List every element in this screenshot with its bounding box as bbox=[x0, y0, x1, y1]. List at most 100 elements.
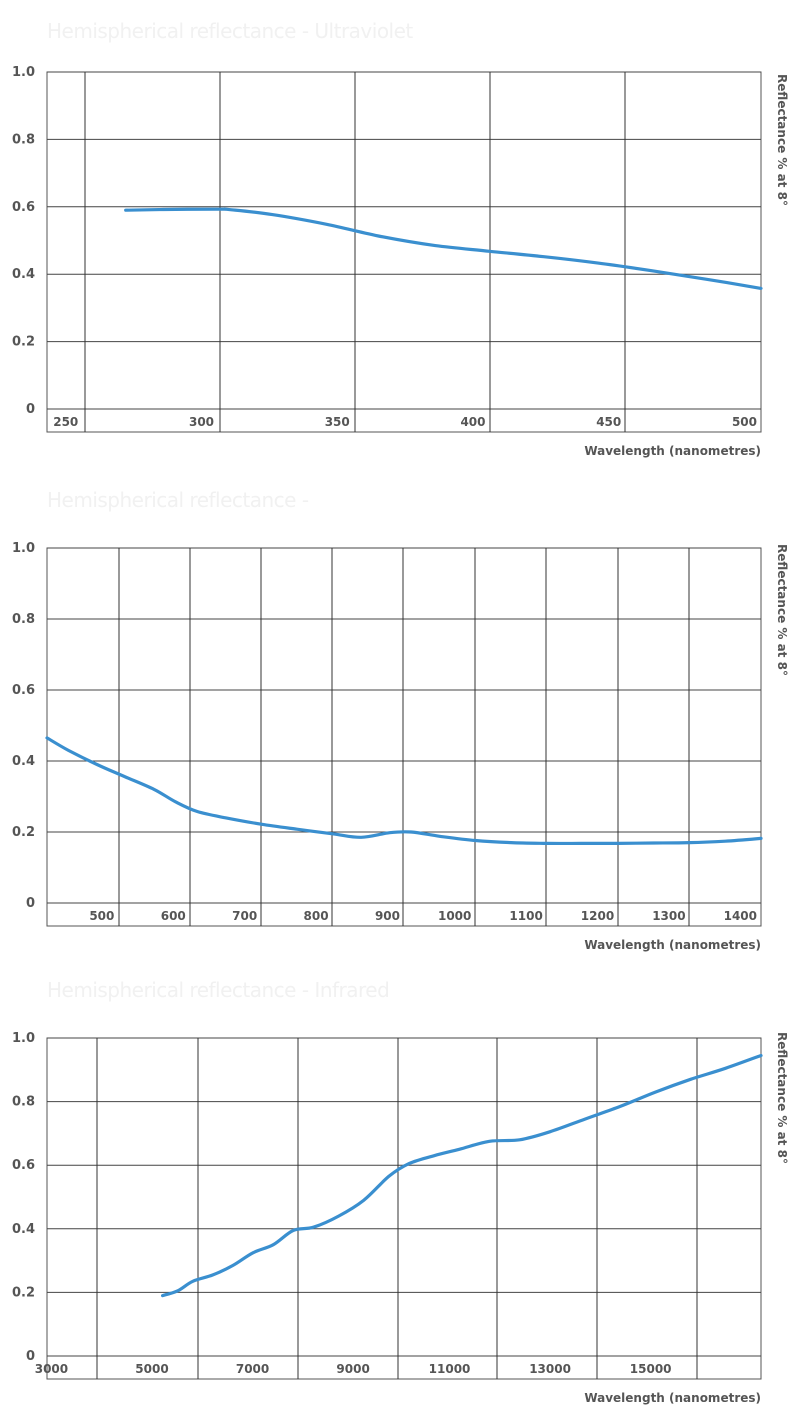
data-point bbox=[337, 1215, 340, 1218]
data-point bbox=[689, 1078, 692, 1081]
x-tick-label: 9000 bbox=[336, 1362, 369, 1376]
plot-frame bbox=[46, 71, 762, 433]
data-point bbox=[434, 244, 437, 247]
data-point bbox=[724, 1067, 727, 1070]
x-tick-label: 7000 bbox=[236, 1362, 269, 1376]
x-axis-label: Wavelength (nanometres) bbox=[584, 444, 761, 458]
x-tick-label: 400 bbox=[460, 415, 485, 429]
data-point bbox=[195, 810, 198, 813]
data-point bbox=[325, 223, 328, 226]
data-point bbox=[292, 1229, 295, 1232]
reflectance-series-line bbox=[45, 736, 763, 846]
data-point bbox=[387, 1175, 390, 1178]
x-tick-label: 13000 bbox=[529, 1362, 571, 1376]
x-tick-label: 350 bbox=[325, 415, 350, 429]
data-point bbox=[654, 1091, 657, 1094]
x-tick-label: 450 bbox=[596, 415, 621, 429]
y-tick-label: 0.8 bbox=[12, 1095, 35, 1110]
data-point bbox=[271, 213, 274, 216]
data-point bbox=[312, 1226, 315, 1229]
data-point bbox=[45, 736, 48, 739]
chart-title: Hemispherical reflectance - Infrared bbox=[47, 978, 389, 1002]
data-point bbox=[545, 842, 548, 845]
data-point bbox=[295, 828, 298, 831]
plot-frame bbox=[46, 547, 762, 927]
chart-title: Hemispherical reflectance - Ultraviolet bbox=[47, 19, 413, 43]
y-tick-label: 0 bbox=[26, 402, 35, 417]
data-point bbox=[652, 841, 655, 844]
y-tick-label: 0.2 bbox=[12, 825, 35, 840]
data-point bbox=[759, 1054, 762, 1057]
data-point bbox=[488, 250, 491, 253]
x-tick-label: 1400 bbox=[724, 909, 757, 923]
data-point bbox=[438, 835, 441, 838]
y-tick-label: 0.2 bbox=[12, 1285, 35, 1300]
data-point bbox=[272, 1243, 275, 1246]
y-tick-label: 0.4 bbox=[12, 754, 35, 769]
data-point bbox=[597, 262, 600, 265]
y-tick-label: 0.6 bbox=[12, 200, 35, 215]
data-point bbox=[67, 749, 70, 752]
data-point bbox=[581, 842, 584, 845]
x-tick-label: 600 bbox=[161, 909, 186, 923]
chart-title: Hemispherical reflectance - bbox=[47, 488, 309, 512]
data-point bbox=[518, 1138, 521, 1141]
x-tick-label: 500 bbox=[732, 415, 757, 429]
x-tick-label: 11000 bbox=[429, 1362, 471, 1376]
x-tick-label: 300 bbox=[189, 415, 214, 429]
y-axis-label: Reflectance % at 8° bbox=[775, 544, 789, 676]
chart-1: Hemispherical reflectance - 0 0.2 0.4 0.6 0.8… bbox=[12, 488, 789, 952]
data-point bbox=[433, 1154, 436, 1157]
data-point bbox=[617, 842, 620, 845]
data-point bbox=[230, 208, 233, 211]
data-point bbox=[362, 1199, 365, 1202]
y-tick-label: 0.8 bbox=[12, 132, 35, 147]
data-point bbox=[759, 837, 762, 840]
data-point bbox=[252, 1251, 255, 1254]
data-point bbox=[360, 836, 363, 839]
data-point bbox=[331, 832, 334, 835]
x-tick-label: 15000 bbox=[630, 1362, 672, 1376]
reflectance-series-line bbox=[161, 1053, 763, 1298]
x-tick-label: 1000 bbox=[438, 909, 471, 923]
y-tick-label: 0 bbox=[26, 896, 35, 911]
y-tick-label: 0.6 bbox=[12, 1158, 35, 1173]
data-point bbox=[548, 1130, 551, 1133]
y-tick-label: 0.4 bbox=[12, 267, 35, 282]
data-point bbox=[619, 1105, 622, 1108]
data-point bbox=[95, 763, 98, 766]
data-point bbox=[724, 840, 727, 843]
data-point bbox=[162, 208, 165, 211]
data-point bbox=[688, 841, 691, 844]
x-tick-label: 900 bbox=[375, 909, 400, 923]
data-point bbox=[379, 235, 382, 238]
data-point bbox=[176, 1289, 179, 1292]
y-tick-label: 0.4 bbox=[12, 1222, 35, 1237]
x-tick-label: 700 bbox=[232, 909, 257, 923]
data-point bbox=[216, 208, 219, 211]
x-tick-label: 1200 bbox=[581, 909, 614, 923]
y-tick-label: 0.6 bbox=[12, 683, 35, 698]
data-point bbox=[124, 209, 127, 212]
data-point bbox=[153, 788, 156, 791]
data-point bbox=[759, 287, 762, 290]
y-tick-label: 0 bbox=[26, 1349, 35, 1364]
data-point bbox=[474, 839, 477, 842]
plot-frame bbox=[46, 1037, 762, 1380]
x-tick-label: 3000 bbox=[35, 1362, 68, 1376]
data-point bbox=[510, 841, 513, 844]
x-tick-label: 250 bbox=[53, 415, 78, 429]
y-tick-label: 0.8 bbox=[12, 612, 35, 627]
data-point bbox=[388, 831, 391, 834]
data-point bbox=[583, 1118, 586, 1121]
data-point bbox=[410, 830, 413, 833]
x-tick-label: 5000 bbox=[135, 1362, 168, 1376]
x-tick-label: 500 bbox=[89, 909, 114, 923]
data-point bbox=[705, 278, 708, 281]
y-tick-label: 1.0 bbox=[12, 1031, 35, 1046]
data-point bbox=[191, 1280, 194, 1283]
y-axis-label: Reflectance % at 8° bbox=[775, 74, 789, 206]
data-point bbox=[651, 269, 654, 272]
data-point bbox=[211, 1273, 214, 1276]
data-point bbox=[488, 1140, 491, 1143]
